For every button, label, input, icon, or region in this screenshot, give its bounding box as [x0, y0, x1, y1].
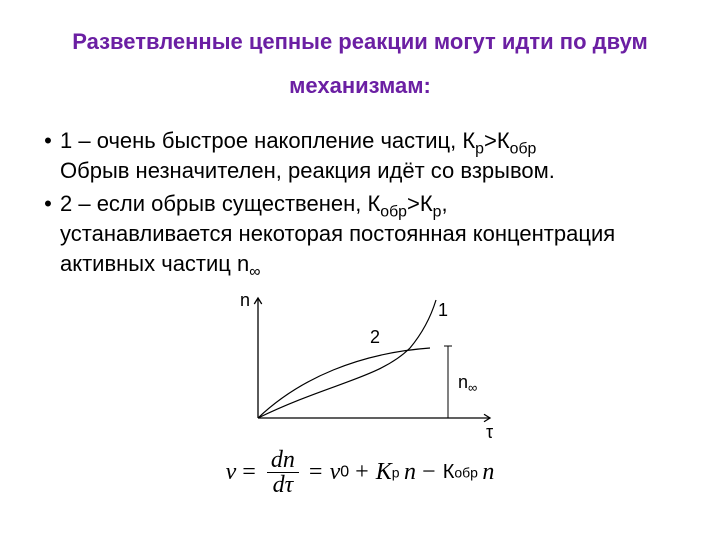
b1-line2: Обрыв незначителен, реакция идёт со взры…: [60, 158, 555, 183]
f-Kp: K: [376, 459, 392, 485]
f-plus: +: [354, 459, 376, 485]
bullet-2: • 2 – если обрыв существенен, Кобр>Кр, у…: [36, 189, 684, 278]
chart-svg: n τ 1 2 n∞: [210, 288, 510, 438]
b1-lead: 1 – очень быстрое накопление частиц,: [60, 128, 462, 153]
svg-text:n∞: n∞: [458, 372, 477, 395]
f-eq1: =: [241, 459, 263, 485]
b1-k2: К: [497, 128, 510, 153]
f-frac: dn dτ: [267, 448, 299, 497]
bullet-1-text: 1 – очень быстрое накопление частиц, Кр>…: [60, 126, 684, 185]
bullet-dot-icon: •: [36, 189, 60, 219]
f-Kobr: К: [443, 461, 455, 483]
f-v0: v: [330, 459, 341, 485]
b1-k1: К: [462, 128, 475, 153]
f-Kpsub: p: [392, 465, 400, 481]
svg-text:1: 1: [438, 300, 448, 320]
page-title: Разветвленные цепные реакции могут идти …: [0, 0, 720, 108]
f-v0sub: 0: [340, 464, 349, 481]
svg-text:n: n: [240, 290, 250, 310]
b2-line2: устанавливается некоторая постоянная кон…: [60, 221, 615, 276]
b1-gt: >: [484, 128, 497, 153]
bullet-list: • 1 – очень быстрое накопление частиц, К…: [0, 108, 720, 278]
f-dn: dn: [267, 448, 299, 473]
svg-text:2: 2: [370, 327, 380, 347]
svg-text:τ: τ: [486, 422, 493, 438]
b2-lead: 2 – если обрыв существенен,: [60, 191, 367, 216]
f-Kobrsub: обр: [454, 465, 478, 481]
b2-gt: >: [407, 191, 420, 216]
f-dtau: dτ: [267, 473, 299, 497]
bullet-2-text: 2 – если обрыв существенен, Кобр>Кр, уст…: [60, 189, 684, 278]
f-eq2: =: [307, 459, 329, 485]
f-minus: −: [421, 459, 443, 485]
f-n1: n: [404, 459, 416, 485]
bullet-dot-icon: •: [36, 126, 60, 156]
b2-k1: К: [367, 191, 380, 216]
b2-k2: К: [420, 191, 433, 216]
b1-k2sub: обр: [510, 140, 537, 157]
b2-tail: ,: [441, 191, 447, 216]
chart: n τ 1 2 n∞: [210, 288, 510, 438]
b2-inf: ∞: [249, 263, 260, 280]
bullet-1: • 1 – очень быстрое накопление частиц, К…: [36, 126, 684, 185]
f-n2: n: [482, 459, 494, 485]
b1-k1sub: р: [475, 140, 484, 157]
formula: v = dn dτ = v0 + Kp n − Кобр n: [0, 448, 720, 497]
f-v: v: [226, 459, 237, 485]
b2-k1sub: обр: [380, 204, 407, 221]
